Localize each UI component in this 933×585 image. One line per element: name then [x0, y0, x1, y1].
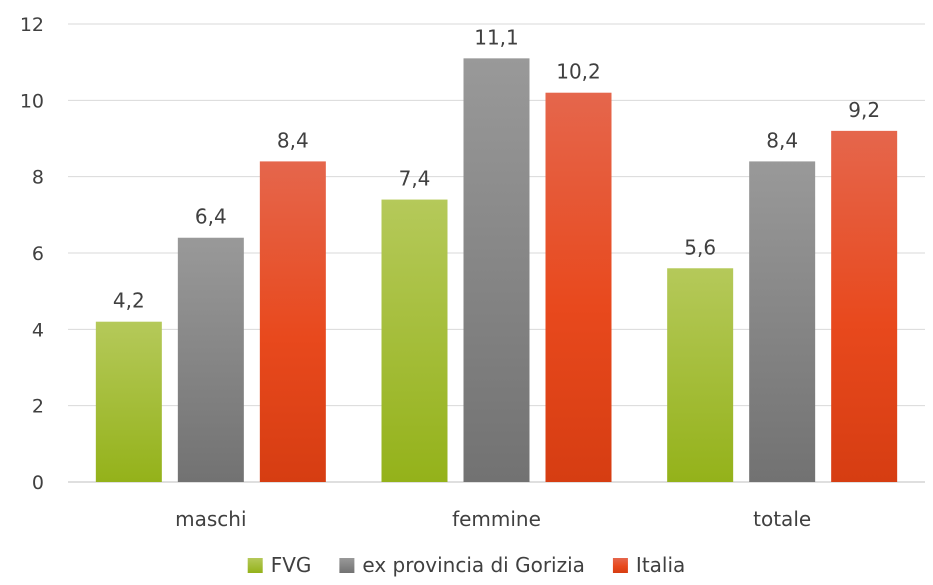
y-tick-label: 12 [20, 14, 44, 36]
category-label: totale [753, 507, 811, 531]
data-label: 10,2 [556, 60, 601, 84]
bar-femmine-0 [381, 199, 448, 483]
x-axis-categories: maschi femmine totale [175, 507, 811, 531]
legend-label: FVG [271, 553, 312, 577]
data-label: 8,4 [277, 128, 309, 152]
legend-label: ex provincia di Gorizia [362, 553, 585, 577]
category-label: maschi [175, 507, 246, 531]
data-label: 5,6 [684, 235, 716, 259]
y-tick-label: 4 [32, 319, 44, 341]
legend-item: ex provincia di Gorizia [339, 553, 585, 577]
legend: FVG ex provincia di Gorizia Italia [247, 553, 685, 577]
data-label: 8,4 [766, 128, 798, 152]
bar-totale-0 [667, 268, 734, 482]
y-axis-ticks: 0 2 4 6 8 10 12 [20, 14, 44, 494]
bar-maschi-0 [95, 321, 162, 482]
category-label: femmine [452, 507, 541, 531]
y-tick-label: 0 [32, 472, 44, 494]
legend-swatch [339, 558, 355, 573]
y-tick-label: 2 [32, 396, 44, 418]
bar-totale-2 [831, 130, 898, 482]
data-label: 7,4 [399, 167, 431, 191]
y-tick-label: 8 [32, 167, 44, 189]
y-tick-label: 6 [32, 243, 44, 265]
legend-swatch [247, 558, 263, 573]
data-label: 9,2 [848, 98, 880, 122]
bar-maschi-1 [177, 237, 244, 482]
data-label: 6,4 [195, 205, 227, 229]
legend-swatch [612, 558, 628, 573]
bar-maschi-2 [259, 161, 326, 482]
data-label: 4,2 [113, 289, 145, 313]
bars [95, 58, 898, 483]
legend-item: FVG [247, 553, 312, 577]
bar-femmine-1 [463, 58, 530, 482]
bar-totale-1 [749, 161, 816, 482]
y-tick-label: 10 [20, 90, 44, 112]
data-labels: 4,2 6,4 8,4 7,4 11,1 10,2 5,6 8,4 9,2 [113, 25, 880, 312]
bar-femmine-2 [545, 92, 612, 482]
data-label: 11,1 [474, 25, 519, 49]
legend-label: Italia [636, 553, 685, 577]
legend-item: Italia [612, 553, 685, 577]
